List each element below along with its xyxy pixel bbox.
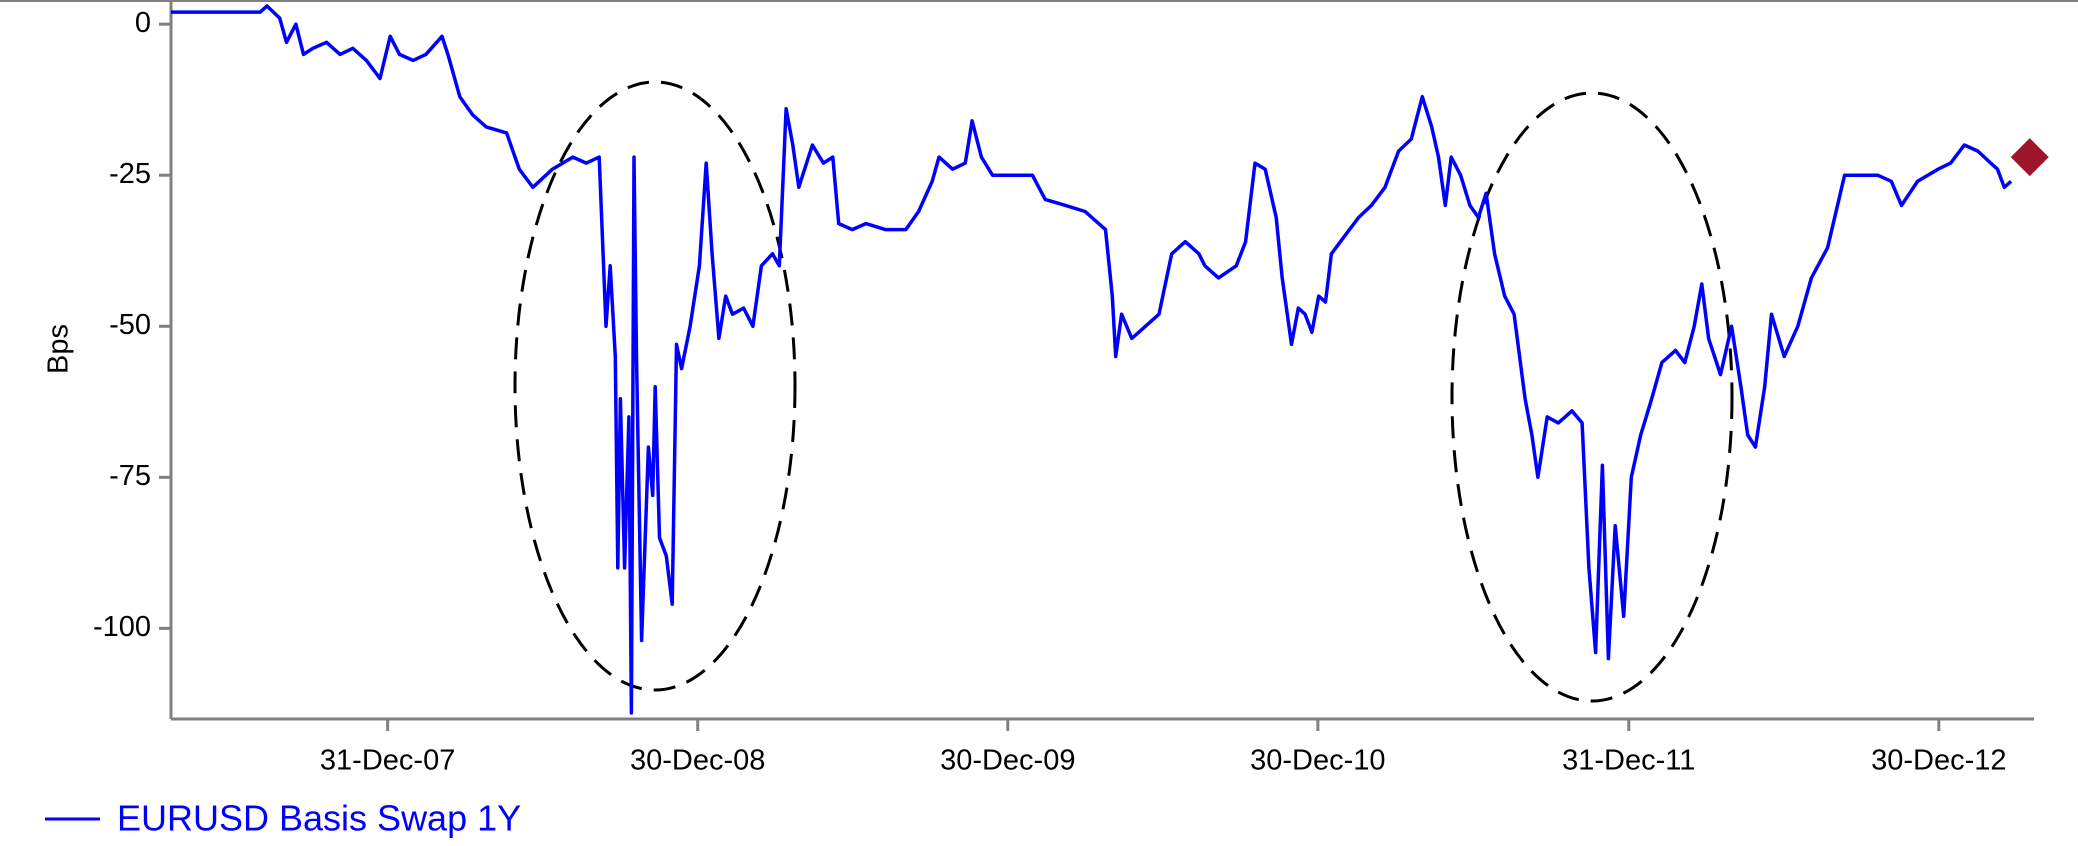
x-tick-label: 30-Dec-10	[1250, 745, 1385, 777]
y-tick-label: 0	[135, 7, 151, 39]
y-tick-label: -25	[109, 158, 151, 190]
y-tick-label: -50	[109, 309, 151, 341]
x-tick-label: 31-Dec-07	[320, 745, 455, 777]
line-series	[171, 4, 2013, 715]
x-tick-label: 31-Dec-11	[1562, 745, 1695, 777]
highlight-ellipse	[513, 80, 797, 692]
x-tick-label: 30-Dec-09	[940, 745, 1075, 777]
y-tick-label: -75	[109, 460, 151, 492]
end-marker	[2010, 138, 2049, 177]
x-tick-label: 30-Dec-08	[630, 745, 765, 777]
legend-label: EURUSD Basis Swap 1Y	[117, 798, 521, 839]
y-axis-label: Bps	[43, 324, 75, 374]
y-tick-label: -100	[93, 611, 151, 643]
highlight-ellipse	[1450, 91, 1734, 703]
x-tick-label: 30-Dec-12	[1871, 745, 2006, 777]
